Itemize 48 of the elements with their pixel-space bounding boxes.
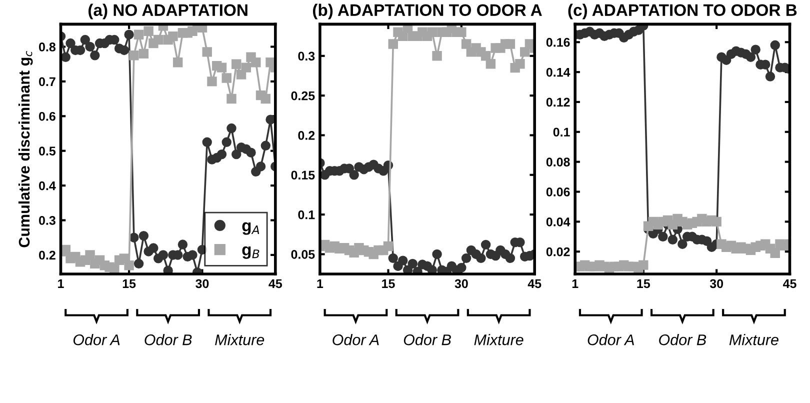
y-tick-label: 0.2 — [298, 131, 315, 140]
y-tick-label: 0.3 — [298, 52, 315, 61]
y-tick-label: 0.7 — [39, 77, 56, 86]
x-tick-label: 15 — [122, 279, 136, 288]
x-tick-label: 15 — [382, 279, 395, 288]
y-axis-title: Cumulative discriminant g$_{c}$ — [18, 50, 33, 248]
x-tick-label: 45 — [268, 279, 282, 288]
chart-title: (b) ADAPTATION TO ODOR A — [312, 4, 542, 20]
text: Odor B — [144, 334, 192, 346]
y-tick-label: 0.08 — [546, 158, 570, 166]
legend-label: g$_{B}$ — [242, 246, 260, 259]
y-tick-label: 0.16 — [546, 38, 570, 47]
x-tick-label: 15 — [637, 279, 650, 288]
x-tick-label: 30 — [454, 279, 468, 288]
text: Odor B — [404, 334, 451, 346]
chart-title: (c) ADAPTATION TO ODOR B — [568, 4, 797, 20]
y-tick-label: 0.14 — [546, 68, 570, 77]
legend-label: g$_{A}$ — [242, 222, 260, 235]
y-tick-label: 0.6 — [39, 112, 56, 121]
y-tick-label: 0.2 — [39, 250, 56, 260]
y-tick-label: 0.15 — [291, 170, 315, 180]
y-tick-label: 0.1 — [553, 128, 570, 137]
y-tick-label: 0.05 — [291, 250, 315, 259]
text: Odor A — [332, 334, 379, 346]
y-tick-label: 0.04 — [546, 217, 570, 226]
text: Odor A — [588, 334, 634, 346]
x-tick-label: 1 — [572, 279, 578, 288]
text: Mixture — [215, 334, 264, 346]
y-tick-label: 0.8 — [39, 42, 56, 52]
text: Odor A — [73, 334, 120, 346]
x-tick-label: 1 — [317, 279, 324, 288]
x-tick-label: 45 — [782, 279, 796, 288]
y-tick-label: 0.1 — [298, 210, 315, 220]
chart-title: (a) NO ADAPTATION — [88, 4, 248, 20]
y-tick-label: 0.4 — [39, 181, 56, 190]
x-tick-label: 45 — [528, 279, 542, 288]
text: Mixture — [474, 334, 524, 346]
y-tick-label: 0.5 — [39, 146, 56, 156]
x-tick-label: 1 — [58, 279, 64, 288]
y-tick-label: 0.3 — [39, 216, 56, 225]
y-tick-label: 0.12 — [546, 98, 570, 107]
x-tick-label: 30 — [196, 279, 209, 288]
text: Odor B — [659, 334, 706, 346]
y-tick-label: 0.25 — [291, 91, 315, 100]
text: Mixture — [729, 334, 778, 346]
y-tick-label: 0.02 — [546, 247, 570, 256]
y-tick-label: 0.06 — [546, 188, 570, 196]
x-tick-label: 30 — [710, 279, 724, 288]
